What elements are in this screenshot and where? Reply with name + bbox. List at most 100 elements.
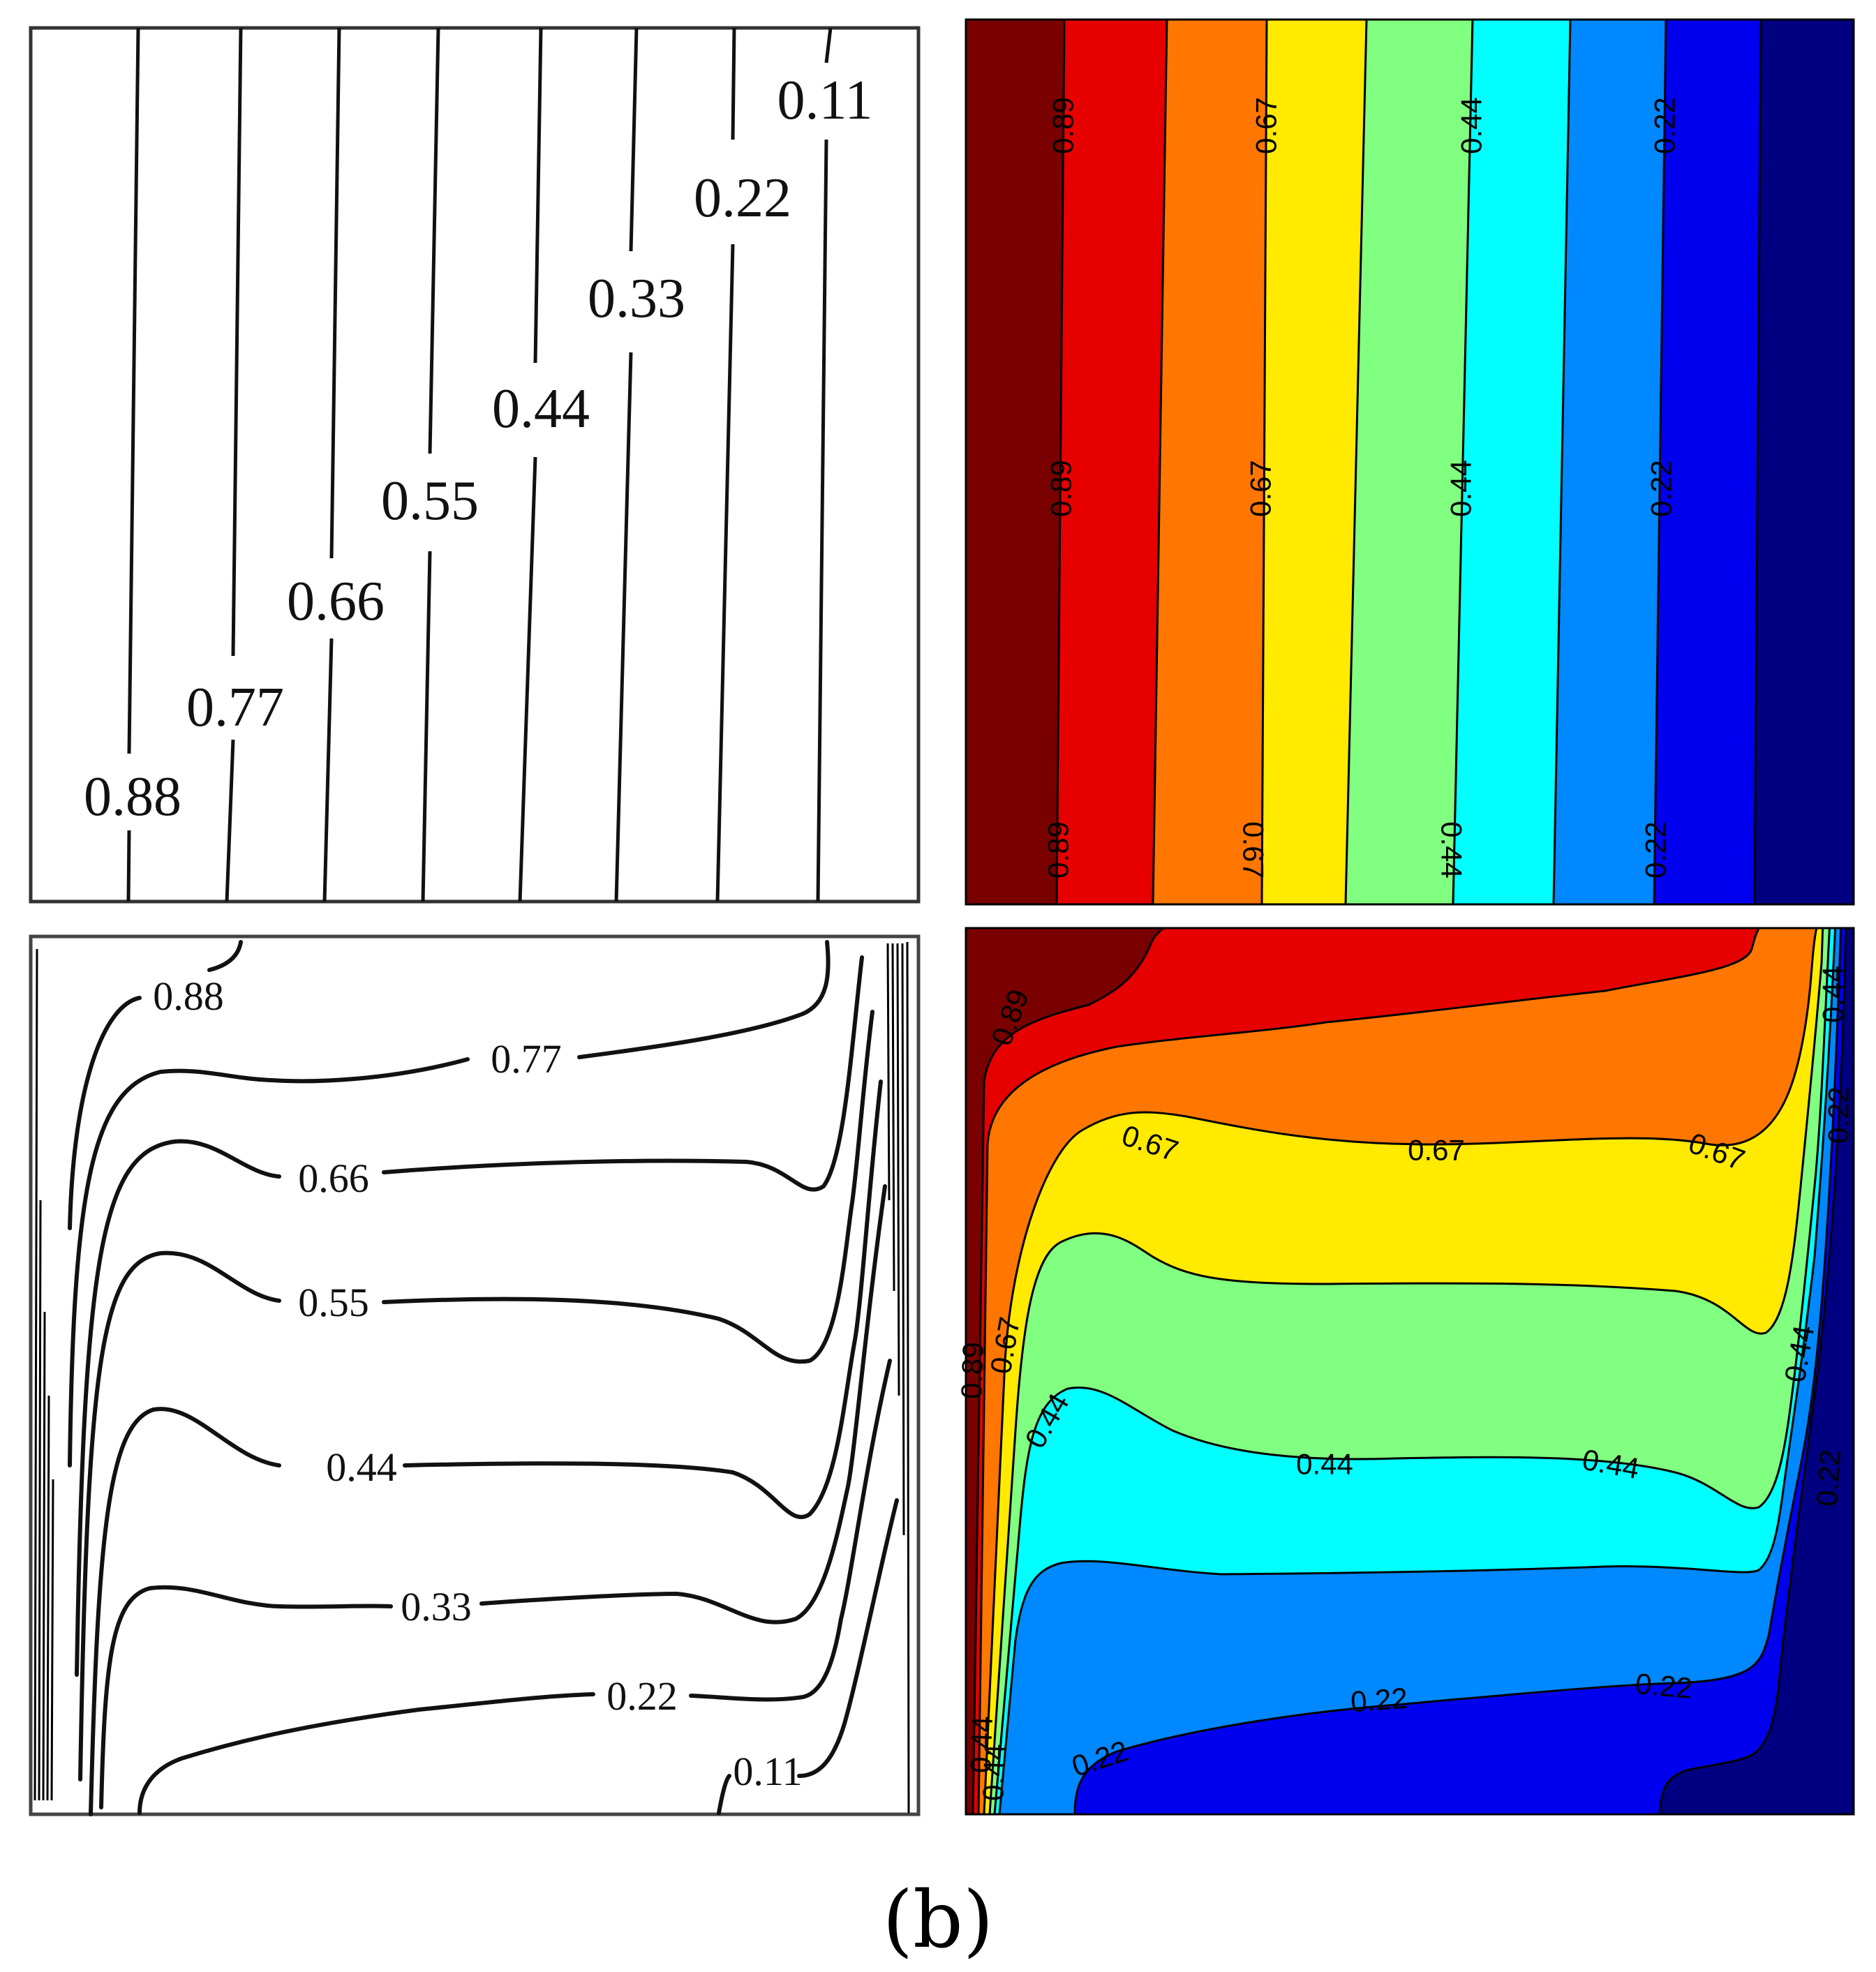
bl-wall-line	[38, 1200, 42, 1801]
bl-contour-0.44	[89, 1080, 883, 1816]
tl-contour-0.88	[126, 27, 140, 902]
tl-contour-0.55	[421, 27, 440, 902]
tr-label-0.67-bot: 0.67	[1237, 821, 1270, 879]
tl-label-0.77: 0.77	[186, 677, 284, 738]
br-contour-7	[1073, 928, 1842, 1814]
tr-label-0.22-bot: 0.22	[1639, 821, 1672, 879]
tr-label-0.44-bot: 0.44	[1436, 821, 1468, 879]
bl-wall-line	[886, 943, 891, 1201]
tl-contour-0.11	[816, 27, 833, 902]
bl-contour-0.88	[68, 996, 142, 1230]
panel-top-right: 0.89 0.67 0.44 0.22 0.89 0.67 0.44 0.22 …	[965, 18, 1855, 906]
tr-band-5	[1346, 20, 1473, 904]
bl-contour-0.33	[99, 1184, 887, 1809]
bl-label-0.66: 0.66	[298, 1156, 369, 1201]
br-label-0.44-top-edge: 0.44	[1817, 966, 1849, 1023]
tl-label-0.44: 0.44	[492, 378, 590, 440]
br-band-9	[1660, 928, 1854, 1814]
br-label-0.22-mid: 0.22	[1350, 1682, 1409, 1719]
br-band-7	[999, 928, 1854, 1814]
bl-contour-0.77	[68, 940, 831, 1467]
tr-band-3	[1153, 20, 1267, 904]
bl-contour-0.11	[717, 1498, 899, 1815]
panel-bottom-left: 0.88 0.77 0.66 0.55 0.44 0.33 0.22 0.11	[29, 934, 921, 1816]
tr-contour-1	[1055, 19, 1066, 905]
br-contour-4	[988, 928, 1824, 1814]
tr-band-7	[1554, 20, 1666, 904]
tr-label-0.89-top: 0.89	[1047, 97, 1080, 154]
tl-label-0.88: 0.88	[84, 766, 181, 828]
bl-wall-line	[901, 943, 905, 1536]
br-contour-8	[1658, 928, 1847, 1814]
tr-contour-8	[1753, 19, 1762, 905]
bl-label-0.44: 0.44	[326, 1444, 397, 1490]
bl-label-0.77: 0.77	[491, 1036, 562, 1082]
br-contour-5	[993, 928, 1831, 1814]
tr-contour-4	[1344, 19, 1368, 905]
tr-contour-7	[1653, 19, 1667, 905]
tl-label-0.11: 0.11	[777, 70, 872, 131]
bl-label-0.88: 0.88	[153, 973, 224, 1019]
tl-contour-0.44	[518, 27, 543, 902]
tl-label-0.66: 0.66	[287, 571, 385, 632]
tl-contour-0.22	[715, 27, 736, 902]
br-contour-3	[983, 928, 1818, 1814]
bl-label-0.33: 0.33	[401, 1584, 472, 1629]
panel-tr-frame	[965, 18, 1855, 906]
br-contour-1	[972, 928, 1166, 1814]
bl-wall-line	[891, 943, 895, 1292]
tr-label-0.67-mid: 0.67	[1244, 460, 1277, 517]
tr-label-0.89-mid: 0.89	[1045, 460, 1078, 517]
tr-band-4	[1262, 20, 1367, 904]
panel-br-frame	[965, 927, 1855, 1816]
br-label-0.44-mid: 0.44	[1296, 1448, 1353, 1481]
tr-label-0.22-top: 0.22	[1648, 97, 1681, 154]
bl-wall-line	[50, 1479, 54, 1801]
br-label-0.44-bottom-wall: 0.44	[976, 1743, 1011, 1801]
bl-contour-0.22	[137, 1359, 892, 1815]
tr-contour-6	[1552, 19, 1572, 905]
tr-band-6	[1453, 20, 1570, 904]
br-label-0.67-b: 0.67	[1408, 1134, 1465, 1167]
tl-contour-0.77	[225, 27, 243, 902]
bl-contour-0.88-stub	[207, 940, 243, 972]
tr-band-1	[966, 20, 1064, 904]
bl-contour-0.66	[75, 955, 864, 1677]
tl-contour-0.66	[322, 27, 341, 902]
br-label-0.22-right: 0.22	[1634, 1667, 1694, 1705]
tr-contour-3	[1260, 19, 1268, 905]
tr-band-2	[1057, 20, 1167, 904]
br-contour-6	[998, 928, 1837, 1814]
bl-label-0.55: 0.55	[298, 1280, 369, 1325]
tr-label-0.22-mid: 0.22	[1645, 460, 1678, 517]
tl-contour-0.33	[614, 27, 639, 902]
br-label-0.44-wall: 0.44	[964, 1715, 999, 1773]
br-label-0.22-top-edge: 0.22	[1822, 1086, 1855, 1144]
tl-label-0.33: 0.33	[588, 268, 685, 329]
bl-label-0.11: 0.11	[733, 1749, 802, 1794]
tr-label-0.67-top: 0.67	[1250, 97, 1283, 154]
br-contour-2	[977, 928, 1761, 1814]
bl-wall-line	[906, 941, 910, 1814]
tr-contour-5	[1452, 19, 1474, 905]
bl-wall-line	[42, 1311, 46, 1801]
bl-wall-line	[46, 1395, 50, 1801]
tl-label-0.55: 0.55	[381, 470, 479, 532]
bl-wall-line	[34, 948, 38, 1801]
tr-contour-2	[1152, 19, 1168, 905]
br-label-0.22-edge: 0.22	[1810, 1449, 1847, 1508]
tr-band-9	[1755, 20, 1854, 904]
panel-bottom-right: 0.89 0.67 0.67 0.67 0.67 0.44 0.44 0.44 …	[955, 927, 1855, 1816]
tr-band-8	[1654, 20, 1761, 904]
panel-tl-frame	[29, 26, 921, 904]
panel-bl-frame	[29, 934, 921, 1816]
bl-contour-0.55	[78, 1010, 874, 1781]
tr-label-0.89-bot: 0.89	[1042, 821, 1075, 879]
tl-label-0.22: 0.22	[694, 167, 791, 229]
panel-top-left: 0.88 0.77 0.66 0.55 0.44 0.33 0.22 0.11	[29, 26, 921, 904]
bl-label-0.22: 0.22	[606, 1673, 678, 1719]
tr-label-0.44-mid: 0.44	[1445, 460, 1477, 517]
br-label-0.89-wall: 0.89	[955, 1341, 990, 1399]
tr-label-0.44-top: 0.44	[1455, 97, 1488, 154]
